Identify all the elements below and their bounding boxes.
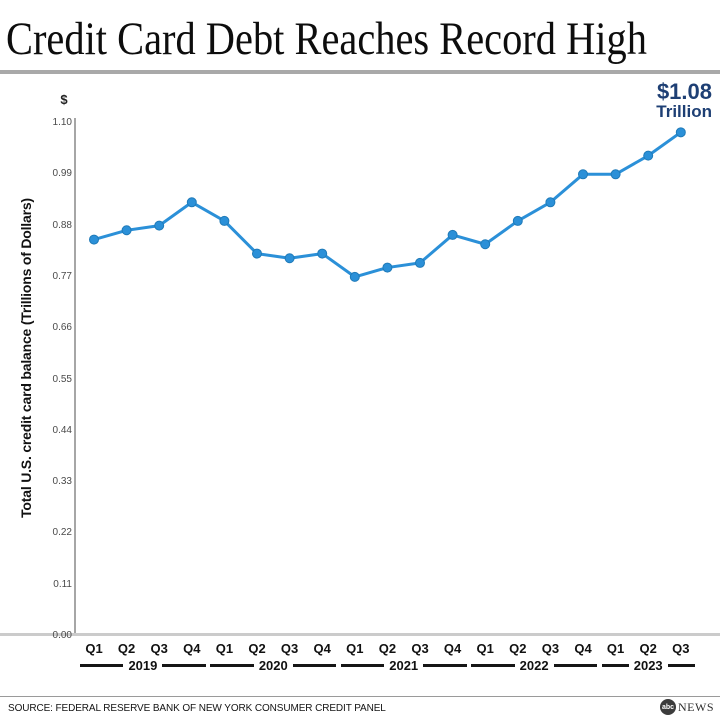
x-tick-label-quarter: Q1 — [215, 641, 234, 656]
data-point — [643, 150, 654, 161]
x-tick-label-quarter: Q1 — [85, 641, 103, 656]
x-tick-label-quarter: Q3 — [411, 641, 429, 656]
x-tick-label-quarter: Q4 — [443, 641, 462, 656]
y-tick-label: 0.55 — [52, 373, 72, 385]
y-tick-label: 0.22 — [52, 527, 72, 539]
year-rule-left — [601, 664, 629, 667]
year-label: 2023 — [633, 658, 663, 673]
data-point — [219, 215, 230, 226]
year-rule-right — [162, 664, 206, 667]
y-tick-label: 0.33 — [52, 476, 72, 488]
y-tick-label: 0.44 — [52, 424, 72, 436]
x-tick-label-quarter: Q2 — [378, 641, 397, 656]
year-group-2022: 2022 — [471, 659, 597, 672]
x-axis-line — [0, 633, 720, 636]
x-tick-label-quarter: Q3 — [150, 641, 168, 656]
year-rule-right — [423, 664, 467, 667]
x-tick-label-quarter: Q2 — [509, 641, 527, 656]
year-rule-right — [292, 664, 337, 667]
data-point — [512, 215, 523, 226]
y-tick-label: 0.00 — [52, 630, 72, 641]
year-rule-left — [340, 664, 385, 667]
data-point — [447, 229, 458, 240]
year-group-2021: 2021 — [340, 658, 467, 673]
y-tick-label: 0.66 — [52, 322, 72, 334]
y-tick-label: 0.77 — [52, 270, 72, 282]
x-tick-label-quarter: Q4 — [183, 641, 201, 656]
peak-value: $1.08 — [656, 79, 712, 104]
data-point — [545, 197, 556, 208]
year-rule-left — [80, 664, 124, 667]
year-label: 2020 — [258, 658, 288, 673]
year-group-2019: 2019 — [80, 659, 206, 672]
x-tick-label-quarter: Q2 — [248, 641, 266, 656]
year-label: 2022 — [519, 658, 549, 673]
data-point — [578, 169, 588, 180]
y-tick-label: 1.10 — [52, 117, 72, 128]
data-line — [92, 130, 683, 279]
x-tick-label-quarter: Q2 — [639, 641, 657, 656]
data-point — [121, 225, 132, 236]
data-point — [480, 239, 491, 250]
data-point — [154, 220, 165, 231]
peak-unit: Trillion — [656, 102, 712, 122]
title-divider — [0, 70, 720, 74]
x-tick-label-quarter: Q2 — [117, 641, 136, 656]
data-point — [349, 271, 360, 282]
x-tick-label-quarter: Q4 — [313, 641, 331, 656]
y-axis-line — [74, 118, 76, 636]
x-tick-label-quarter: Q3 — [541, 641, 560, 656]
x-tick-label-quarter: Q3 — [280, 641, 299, 656]
data-point — [252, 248, 262, 259]
data-point — [186, 197, 197, 208]
data-point — [284, 253, 295, 264]
year-rule-left — [471, 664, 515, 667]
year-rule-right — [553, 664, 597, 667]
year-rule-right — [667, 664, 695, 667]
footer-divider — [0, 696, 720, 697]
year-rule-left — [210, 664, 254, 667]
x-tick-label-quarter: Q3 — [672, 641, 690, 656]
x-tick-label-quarter: Q1 — [476, 641, 494, 656]
year-label: 2019 — [128, 658, 158, 673]
year-group-2023: 2023 — [601, 658, 695, 673]
x-tick-label-quarter: Q4 — [574, 641, 592, 656]
abc-logo-icon: abc — [660, 699, 676, 715]
y-axis-unit-symbol: $ — [60, 92, 68, 107]
peak-value-annotation: $1.08 Trillion — [656, 80, 712, 121]
x-tick-label-quarter: Q1 — [606, 641, 625, 656]
x-tick-label-quarter: Q1 — [346, 641, 364, 656]
y-tick-label: 0.88 — [52, 219, 72, 231]
data-point — [610, 169, 621, 180]
data-point — [317, 248, 328, 259]
abc-logo-name: NEWS — [678, 699, 714, 714]
y-tick-label: 0.99 — [52, 168, 72, 180]
data-point — [89, 234, 99, 245]
year-label: 2021 — [389, 658, 419, 673]
data-point — [415, 257, 425, 268]
data-point — [675, 127, 686, 138]
y-tick-label: 0.11 — [53, 578, 72, 590]
source-attribution: SOURCE: FEDERAL RESERVE BANK OF NEW YORK… — [8, 703, 386, 714]
data-point — [382, 262, 393, 273]
year-group-2020: 2020 — [210, 658, 337, 673]
abc-news-logo: abc NEWS — [660, 699, 714, 715]
page-title: Credit Card Debt Reaches Record High — [6, 13, 647, 65]
